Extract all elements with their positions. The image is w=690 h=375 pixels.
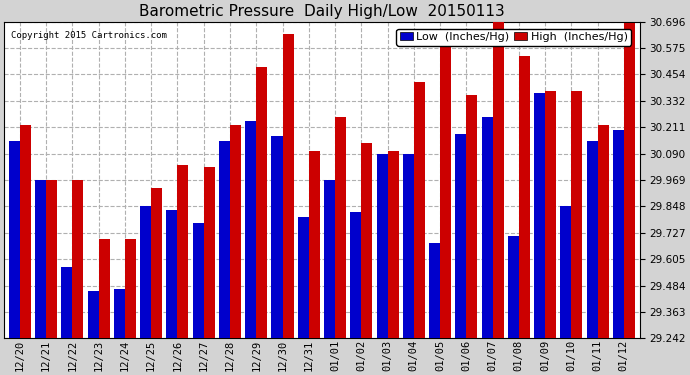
Bar (560, 206, 571, 338)
Bar (166, 210, 177, 338)
Bar (335, 117, 346, 338)
Bar (455, 134, 466, 338)
Bar (377, 154, 388, 338)
Bar (519, 56, 530, 338)
Bar (125, 238, 136, 338)
Bar (282, 34, 293, 338)
Bar (9, 141, 20, 338)
Legend: Low  (Inches/Hg), High  (Inches/Hg): Low (Inches/Hg), High (Inches/Hg) (396, 29, 631, 45)
Bar (72, 180, 83, 338)
Bar (545, 90, 556, 338)
Title: Barometric Pressure  Daily High/Low  20150113: Barometric Pressure Daily High/Low 20150… (139, 4, 505, 19)
Bar (388, 152, 399, 338)
Bar (308, 152, 319, 338)
Bar (534, 93, 545, 338)
Bar (219, 141, 230, 338)
Bar (508, 236, 519, 338)
Bar (88, 291, 99, 338)
Bar (403, 154, 414, 338)
Bar (351, 212, 362, 338)
Bar (598, 125, 609, 338)
Bar (613, 130, 624, 338)
Bar (245, 121, 256, 338)
Bar (61, 267, 72, 338)
Bar (440, 45, 451, 338)
Bar (177, 165, 188, 338)
Bar (271, 136, 282, 338)
Bar (466, 95, 477, 338)
Bar (624, 23, 635, 338)
Bar (114, 289, 125, 338)
Bar (493, 19, 504, 338)
Bar (429, 243, 440, 338)
Bar (297, 217, 308, 338)
Bar (230, 125, 241, 338)
Bar (20, 125, 31, 338)
Bar (151, 189, 162, 338)
Bar (204, 166, 215, 338)
Bar (46, 180, 57, 338)
Bar (140, 206, 151, 338)
Bar (571, 90, 582, 338)
Bar (99, 238, 110, 338)
Bar (482, 117, 493, 338)
Bar (256, 66, 267, 338)
Bar (35, 180, 46, 338)
Text: Copyright 2015 Cartronics.com: Copyright 2015 Cartronics.com (10, 31, 166, 40)
Bar (414, 82, 425, 338)
Bar (362, 143, 373, 338)
Bar (324, 180, 335, 338)
Bar (193, 223, 204, 338)
Bar (586, 141, 598, 338)
